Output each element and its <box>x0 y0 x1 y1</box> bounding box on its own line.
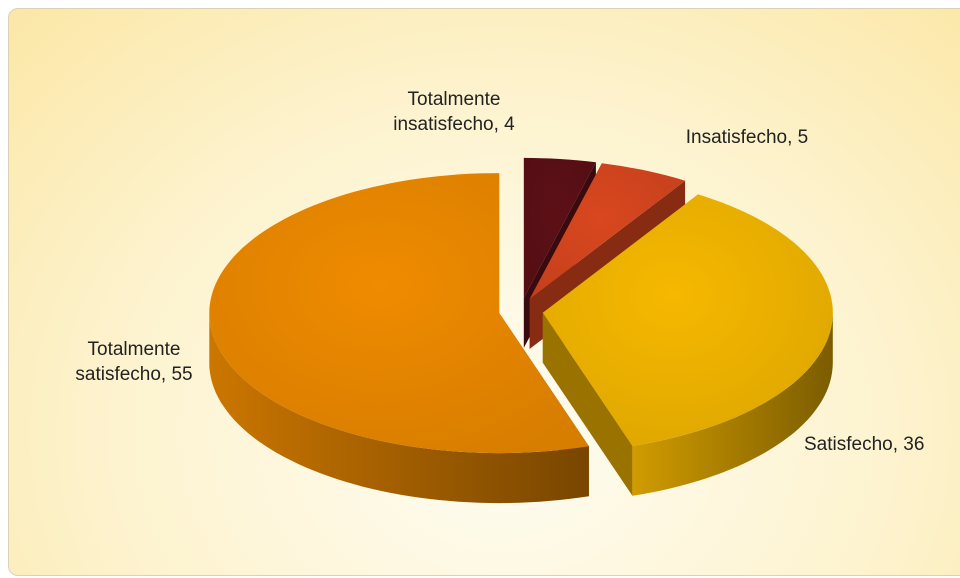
data-label: Totalmente satisfecho, 55 <box>75 339 193 385</box>
slice <box>209 173 589 504</box>
slice-top <box>209 173 589 454</box>
slice-top <box>529 163 686 299</box>
slice-side <box>542 312 633 496</box>
slice <box>542 194 833 496</box>
slice-top <box>542 194 833 446</box>
data-label: Satisfecho, 36 <box>804 434 925 455</box>
slice-top <box>523 157 596 298</box>
chart <box>209 157 833 504</box>
data-label: Totalmente insatisfecho, 4 <box>393 89 515 135</box>
data-label: Insatisfecho, 5 <box>685 127 809 148</box>
slice-wall <box>632 312 833 496</box>
slice-wall <box>209 313 589 504</box>
chart-panel: Totalmente insatisfecho, 4 Insatisfecho, … <box>8 8 960 576</box>
